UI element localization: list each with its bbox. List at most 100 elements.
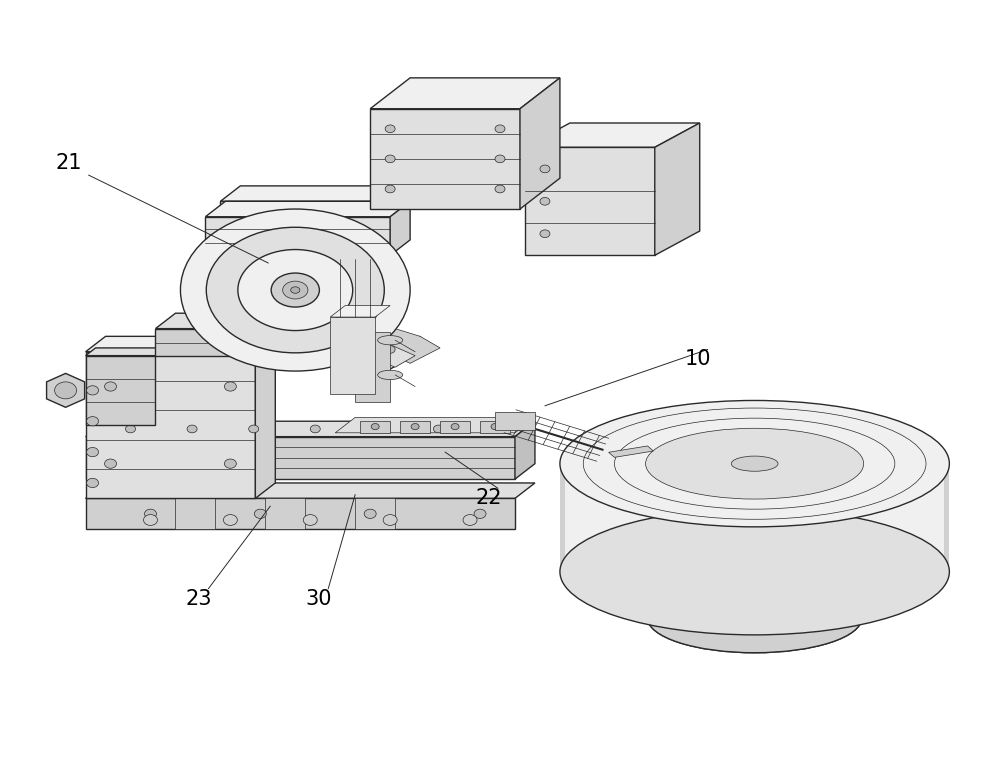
Polygon shape [560,464,565,572]
Circle shape [540,165,550,172]
Polygon shape [86,421,535,437]
Circle shape [144,509,156,519]
Ellipse shape [560,509,949,635]
Polygon shape [255,336,275,499]
Polygon shape [520,78,560,209]
Circle shape [385,346,395,353]
Circle shape [143,515,157,526]
Circle shape [385,125,395,133]
Polygon shape [495,412,535,431]
Circle shape [463,515,477,526]
Polygon shape [360,340,415,367]
Ellipse shape [560,400,949,527]
Polygon shape [440,421,470,433]
Circle shape [372,425,382,433]
Polygon shape [657,572,852,618]
Circle shape [187,425,197,433]
Polygon shape [370,109,520,209]
Circle shape [495,425,505,433]
Circle shape [87,386,99,395]
Polygon shape [155,313,295,329]
Polygon shape [370,78,560,109]
Circle shape [540,197,550,205]
Ellipse shape [648,583,862,652]
Circle shape [55,382,77,399]
Polygon shape [205,201,410,216]
Ellipse shape [731,456,778,472]
Circle shape [303,515,317,526]
Polygon shape [355,499,395,530]
Text: 22: 22 [475,489,502,509]
Polygon shape [400,421,430,433]
Polygon shape [525,148,655,255]
Text: 10: 10 [685,349,711,369]
Circle shape [87,478,99,488]
Circle shape [474,509,486,519]
Polygon shape [205,216,390,255]
Polygon shape [86,336,275,352]
Circle shape [224,382,236,391]
Polygon shape [360,325,440,363]
Polygon shape [655,123,700,255]
Circle shape [495,185,505,192]
Circle shape [249,425,259,433]
Ellipse shape [180,209,410,371]
Circle shape [223,515,237,526]
Polygon shape [220,201,390,236]
Circle shape [411,424,419,430]
Circle shape [383,515,397,526]
Circle shape [495,125,505,133]
Circle shape [224,459,236,468]
Ellipse shape [646,428,864,499]
Polygon shape [330,317,375,394]
Ellipse shape [238,250,353,331]
Ellipse shape [614,418,895,509]
Ellipse shape [291,287,300,293]
Polygon shape [335,417,535,433]
Polygon shape [480,421,510,433]
Polygon shape [86,352,255,499]
Circle shape [365,340,375,348]
Circle shape [105,382,117,391]
Polygon shape [330,305,390,317]
Circle shape [451,424,459,430]
Polygon shape [155,329,275,356]
Circle shape [126,425,136,433]
Circle shape [105,459,117,468]
Polygon shape [355,332,390,402]
Text: 30: 30 [305,589,332,608]
Polygon shape [390,201,410,255]
Circle shape [294,339,306,349]
Circle shape [374,359,386,368]
Ellipse shape [271,273,319,307]
Polygon shape [220,186,410,201]
Ellipse shape [378,335,403,345]
Circle shape [385,155,395,163]
Polygon shape [560,464,949,572]
Ellipse shape [206,227,384,352]
Circle shape [364,509,376,519]
Circle shape [491,424,499,430]
Polygon shape [360,421,390,433]
Circle shape [433,425,443,433]
Polygon shape [944,464,949,572]
Polygon shape [86,348,165,356]
Polygon shape [86,483,535,499]
Circle shape [371,424,379,430]
Ellipse shape [378,370,403,380]
Polygon shape [86,499,515,530]
Circle shape [385,185,395,192]
Circle shape [540,230,550,237]
Polygon shape [175,499,215,530]
Text: 21: 21 [56,153,82,172]
Circle shape [495,155,505,163]
Ellipse shape [648,583,862,652]
Circle shape [87,417,99,426]
Polygon shape [86,356,155,425]
Circle shape [254,509,266,519]
Polygon shape [260,336,420,375]
Ellipse shape [657,540,852,603]
Polygon shape [525,123,700,148]
Circle shape [310,425,320,433]
Polygon shape [265,499,305,530]
